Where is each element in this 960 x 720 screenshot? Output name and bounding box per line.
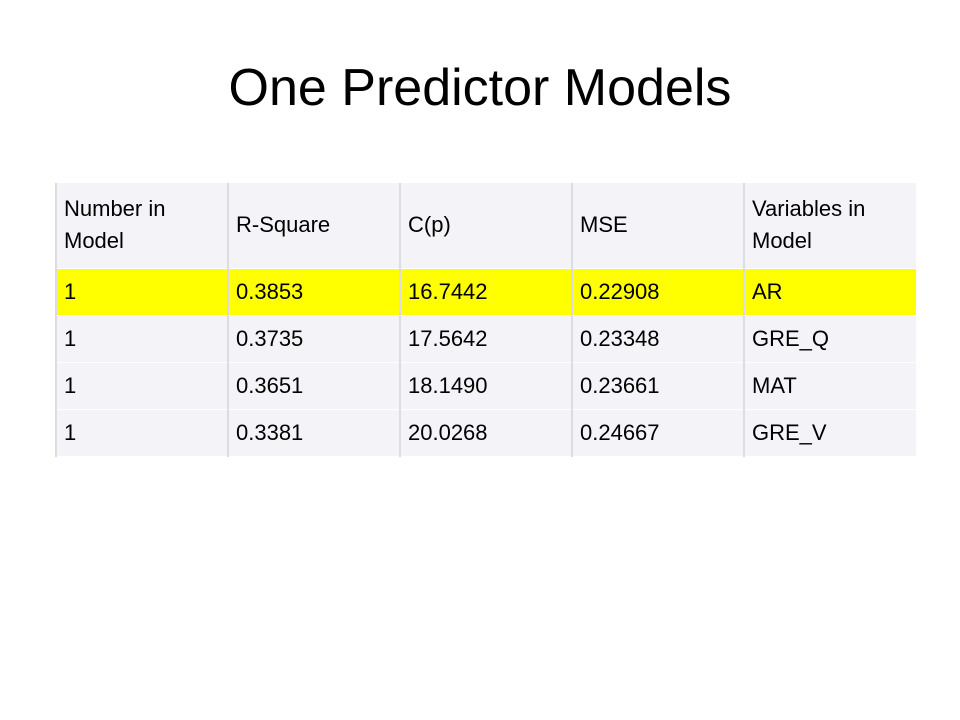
data-cell: 0.24667 bbox=[571, 409, 744, 457]
data-cell: 0.22908 bbox=[571, 268, 744, 316]
data-row: 1 0.3651 18.1490 0.23661 MAT bbox=[55, 362, 916, 410]
header-cell: R-Square bbox=[227, 183, 400, 269]
data-cell: GRE_Q bbox=[743, 315, 916, 363]
data-cell: 1 bbox=[55, 315, 228, 363]
data-cell: 1 bbox=[55, 409, 228, 457]
data-cell: 0.3853 bbox=[227, 268, 400, 316]
data-cell: 1 bbox=[55, 362, 228, 410]
data-cell: 1 bbox=[55, 268, 228, 316]
header-cell: Number in Model bbox=[55, 183, 228, 269]
header-cell: C(p) bbox=[399, 183, 572, 269]
data-cell: 16.7442 bbox=[399, 268, 572, 316]
results-table: Number in Model R-Square C(p) MSE Variables … bbox=[55, 183, 916, 457]
data-row: 1 0.3735 17.5642 0.23348 GRE_Q bbox=[55, 315, 916, 363]
data-cell: 0.3381 bbox=[227, 409, 400, 457]
data-cell: MAT bbox=[743, 362, 916, 410]
header-cell: MSE bbox=[571, 183, 744, 269]
data-row: 1 0.3853 16.7442 0.22908 AR bbox=[55, 268, 916, 316]
header-row: Number in Model R-Square C(p) MSE Variables … bbox=[55, 183, 916, 269]
data-cell: 0.3735 bbox=[227, 315, 400, 363]
data-cell: 20.0268 bbox=[399, 409, 572, 457]
header-cell: Variables in Model bbox=[743, 183, 916, 269]
data-cell: 0.3651 bbox=[227, 362, 400, 410]
data-cell: GRE_V bbox=[743, 409, 916, 457]
data-cell: 0.23348 bbox=[571, 315, 744, 363]
data-row: 1 0.3381 20.0268 0.24667 GRE_V bbox=[55, 409, 916, 457]
data-cell: 17.5642 bbox=[399, 315, 572, 363]
data-cell: AR bbox=[743, 268, 916, 316]
slide-title: One Predictor Models bbox=[228, 59, 732, 117]
data-cell: 0.23661 bbox=[571, 362, 744, 410]
data-cell: 18.1490 bbox=[399, 362, 572, 410]
